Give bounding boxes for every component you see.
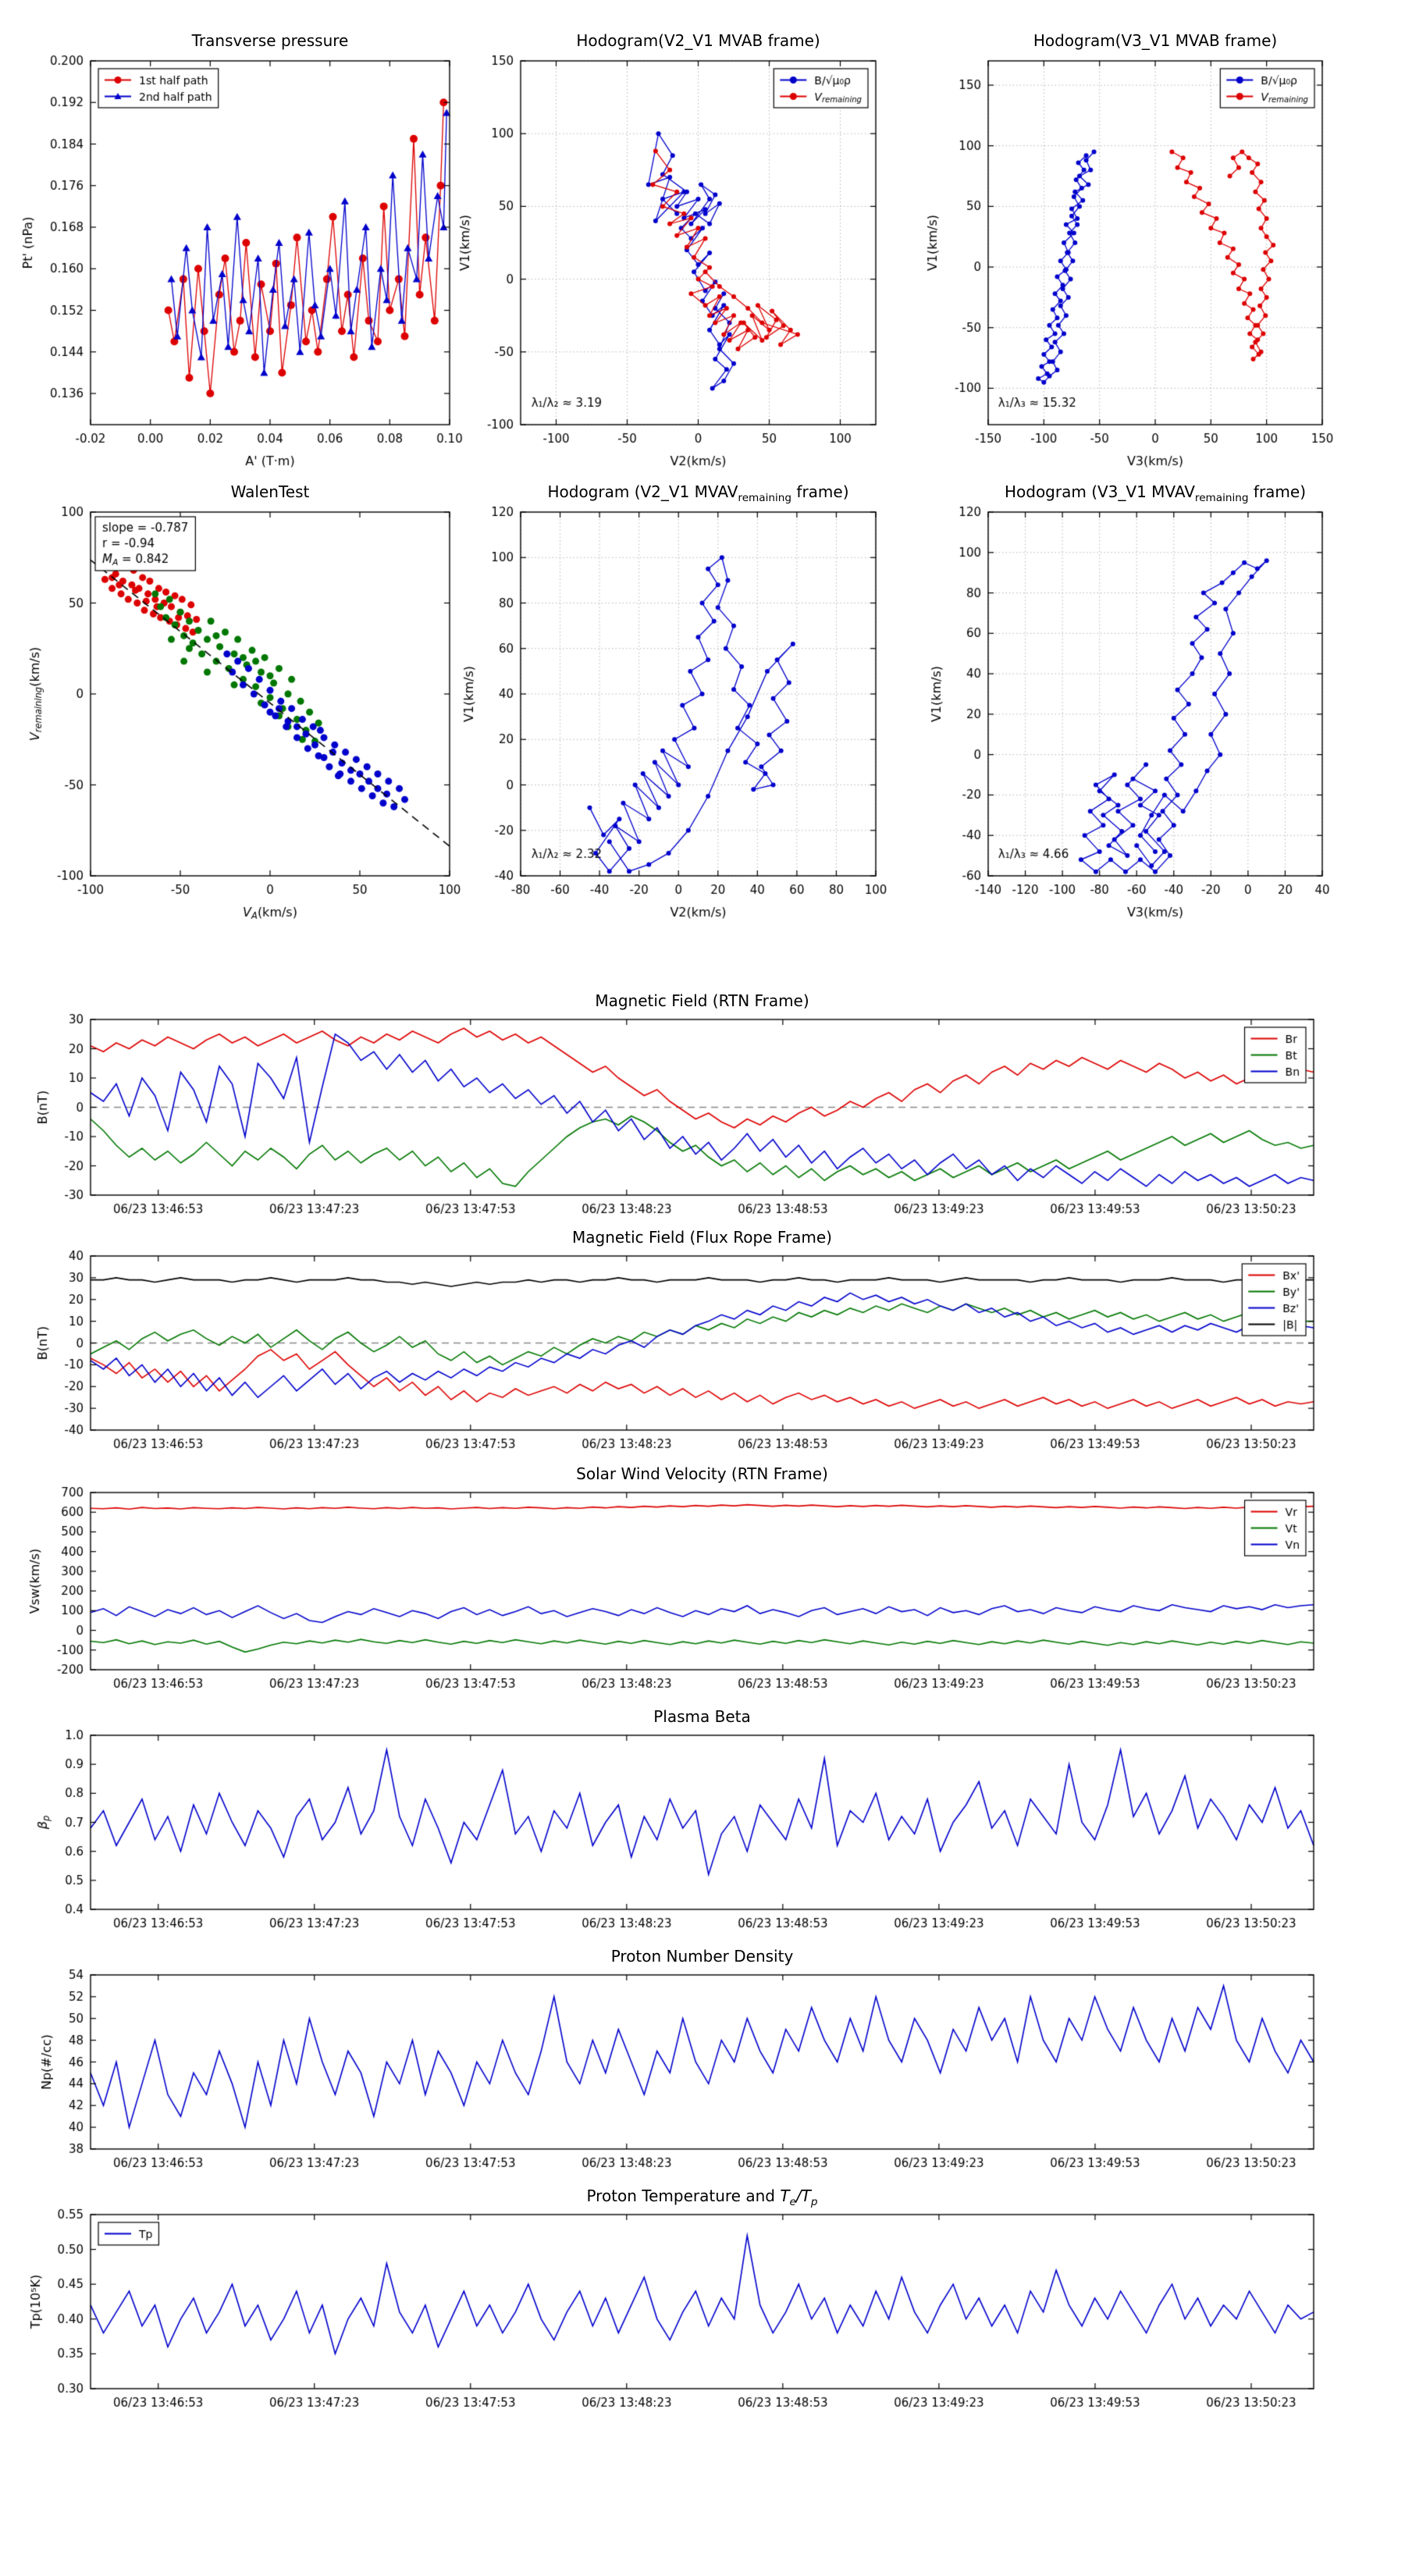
title-walen-test: WalenTest bbox=[230, 482, 310, 501]
title-plasma-beta: Plasma Beta bbox=[653, 1707, 751, 1726]
title-hodogram-v3v1-mvab: Hodogram(V3_V1 MVAB frame) bbox=[1033, 31, 1278, 50]
title-magnetic-field-rtn: Magnetic Field (RTN Frame) bbox=[595, 991, 809, 1010]
title-hodogram-v2v1-mvab: Hodogram(V2_V1 MVAB frame) bbox=[576, 31, 820, 50]
title-solar-wind-velocity: Solar Wind Velocity (RTN Frame) bbox=[576, 1464, 828, 1483]
title-transverse-pressure: Transverse pressure bbox=[191, 31, 349, 50]
title-magnetic-field-flux-rope: Magnetic Field (Flux Rope Frame) bbox=[572, 1228, 832, 1247]
title-proton-number-density: Proton Number Density bbox=[610, 1947, 794, 1966]
title-hodogram-v3v1-mvav: Hodogram (V3_V1 MVAVremaining frame) bbox=[1004, 482, 1307, 504]
title-hodogram-v2v1-mvav: Hodogram (V2_V1 MVAVremaining frame) bbox=[547, 482, 849, 504]
title-proton-temperature: Proton Temperature and Te/Tp bbox=[586, 2186, 818, 2208]
